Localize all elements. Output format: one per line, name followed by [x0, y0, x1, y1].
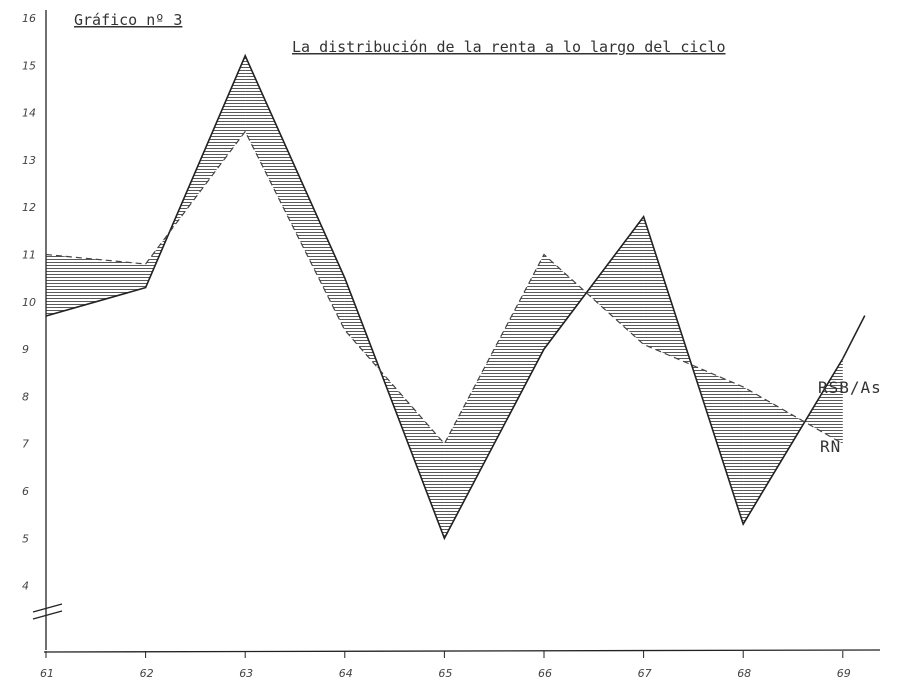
y-tick-label: 8	[22, 390, 29, 403]
series-label-rsb: RSB/As	[818, 378, 882, 397]
y-tick-label: 14	[22, 107, 36, 120]
x-tick-label: 62	[140, 667, 154, 680]
y-tick-label: 15	[22, 59, 36, 72]
y-tick-label: 10	[22, 296, 36, 309]
y-tick-label: 16	[22, 12, 36, 25]
chart-title: La distribución de la renta a lo largo d…	[292, 38, 725, 56]
y-tick-label: 11	[22, 249, 36, 262]
y-tick-label: 6	[22, 485, 29, 498]
hatched-areas	[46, 55, 843, 539]
x-tick-label: 66	[538, 667, 552, 680]
x-axis	[43, 649, 881, 653]
series-line-rn	[45, 130, 844, 445]
x-tick-label: 67	[638, 667, 652, 680]
hatched-region	[245, 55, 345, 331]
x-tick-label: 64	[339, 667, 353, 680]
series-lines	[45, 53, 866, 541]
y-tick-label: 4	[22, 580, 29, 593]
y-axis-ticks: 16 15 14 13 12 11 10 9 8 7 6 5 4	[22, 12, 36, 593]
series-line-rsb-as	[45, 53, 844, 541]
x-axis-ticks: 61 62 63 64 65 66 67 68 69	[40, 651, 851, 680]
x-tick-label: 63	[239, 667, 253, 680]
hatched-region	[444, 254, 544, 539]
y-tick-label: 13	[22, 154, 36, 167]
y-tick-label: 12	[22, 201, 36, 214]
series-line-extension	[842, 315, 866, 359]
y-tick-label: 9	[22, 343, 29, 356]
axis-break	[32, 603, 63, 620]
hatched-region	[46, 254, 146, 316]
series-label-rn: RN	[820, 437, 841, 456]
series-labels: RSB/As RN	[818, 378, 882, 456]
x-tick-label: 61	[40, 667, 54, 680]
x-tick-label: 65	[438, 667, 452, 680]
x-tick-label: 68	[737, 667, 751, 680]
figure-label: Gráfico nº 3	[74, 11, 182, 29]
y-tick-label: 7	[22, 438, 29, 451]
y-tick-label: 5	[22, 532, 29, 545]
x-tick-label: 69	[837, 667, 851, 680]
